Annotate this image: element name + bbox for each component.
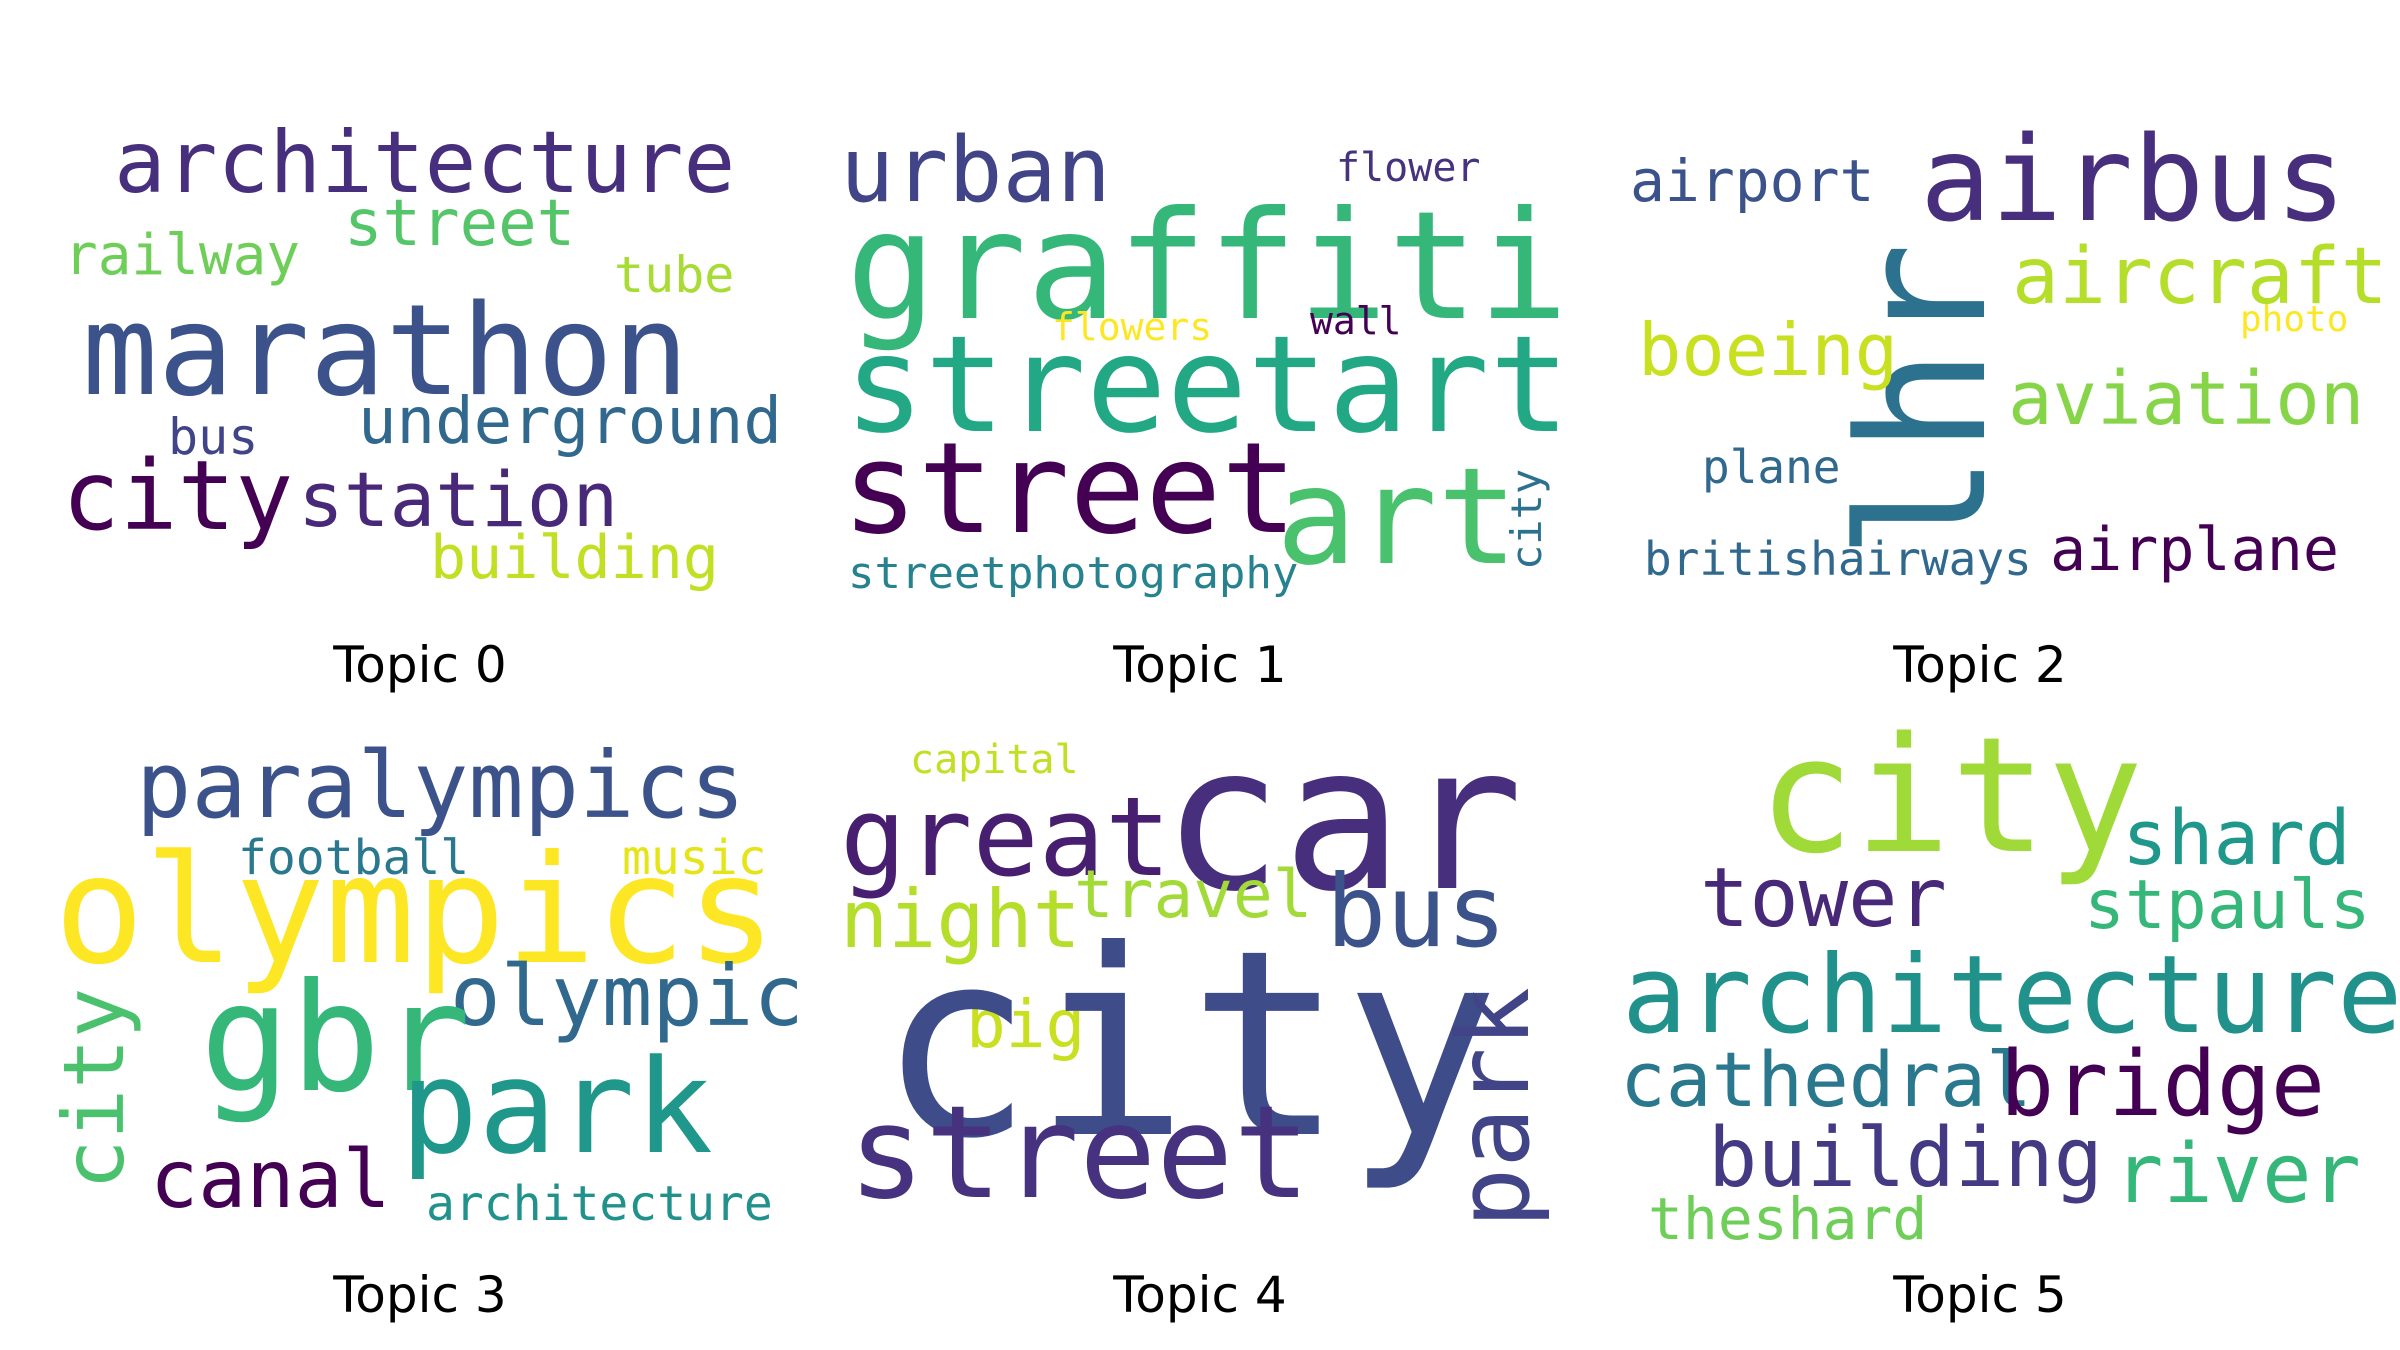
word-big: big bbox=[966, 986, 1086, 1063]
word-football: football bbox=[238, 830, 470, 886]
word-tower: tower bbox=[1700, 851, 1947, 946]
word-airplane: airplane bbox=[2050, 515, 2339, 585]
word-boeing: boeing bbox=[1638, 308, 1899, 392]
word-city: city bbox=[62, 440, 294, 552]
word-lhr-vertical: lhr bbox=[1821, 242, 2026, 560]
wordcloud-topic-4: capital car great night travel bus big c… bbox=[840, 720, 1560, 1250]
word-olympic: olympic bbox=[450, 947, 805, 1045]
word-river: river bbox=[2114, 1127, 2361, 1222]
word-railway: railway bbox=[64, 223, 301, 288]
word-tube: tube bbox=[614, 246, 735, 304]
word-art: art bbox=[1276, 439, 1519, 595]
word-airport: airport bbox=[1630, 147, 1875, 215]
word-street: street bbox=[848, 1079, 1311, 1228]
word-graffiti: graffiti bbox=[846, 180, 1569, 354]
word-photo: photo bbox=[2240, 299, 2349, 340]
word-aviation: aviation bbox=[2008, 356, 2365, 442]
topic-4-caption: Topic 4 bbox=[1113, 1266, 1287, 1324]
word-city: city bbox=[1758, 702, 2144, 889]
word-olympics: olympics bbox=[54, 824, 777, 998]
word-street: street bbox=[344, 187, 576, 261]
word-streetart: streetart bbox=[844, 307, 1571, 463]
word-streetphotography: streetphotography bbox=[848, 548, 1299, 599]
word-britishairways: britishairways bbox=[1644, 532, 2032, 586]
topic-0-caption: Topic 0 bbox=[333, 636, 507, 694]
word-building: building bbox=[430, 523, 719, 593]
topic-1-caption: Topic 1 bbox=[1113, 636, 1287, 694]
word-bridge: bridge bbox=[2000, 1032, 2326, 1137]
word-city-vertical: city bbox=[45, 987, 143, 1190]
word-aircraft: aircraft bbox=[2012, 232, 2388, 322]
word-paralympics: paralympics bbox=[136, 732, 746, 839]
wordcloud-topic-2: airport airbus lhr aircraft photo boeing… bbox=[1620, 100, 2388, 620]
word-park-vertical: park bbox=[1435, 987, 1552, 1228]
wordcloud-topic-3: paralympics football music olympics olym… bbox=[45, 730, 804, 1250]
word-station: station bbox=[298, 455, 619, 544]
word-park: park bbox=[400, 1031, 714, 1183]
word-building: building bbox=[1708, 1111, 2103, 1206]
word-marathon: marathon bbox=[82, 277, 689, 424]
word-capital: capital bbox=[910, 737, 1079, 783]
word-city: city bbox=[878, 895, 1500, 1195]
word-street-1: street bbox=[842, 415, 1298, 562]
topic-2-caption: Topic 2 bbox=[1893, 636, 2067, 694]
word-music: music bbox=[622, 830, 767, 886]
word-car: car bbox=[1162, 703, 1524, 936]
word-architecture: architecture bbox=[114, 113, 736, 213]
wordcloud-topic-1: urban flower graffiti flowers wall stree… bbox=[840, 100, 1570, 620]
wordcloud-topic-0: architecture street railway tube maratho… bbox=[60, 100, 782, 620]
word-wall: wall bbox=[1310, 299, 1402, 343]
word-urban: urban bbox=[840, 118, 1111, 223]
word-cathedral: cathedral bbox=[1620, 1035, 2032, 1124]
word-stpauls: stpauls bbox=[2084, 866, 2371, 945]
word-travel: travel bbox=[1074, 856, 1313, 933]
word-airbus: airbus bbox=[1920, 110, 2347, 248]
topic-3-caption: Topic 3 bbox=[333, 1266, 507, 1324]
word-shard: shard bbox=[2122, 793, 2351, 882]
word-bus: bus bbox=[1326, 853, 1507, 970]
wordcloud-topic-5: city shard tower stpauls architecture ca… bbox=[1620, 716, 2400, 1253]
topic-5-caption: Topic 5 bbox=[1893, 1266, 2067, 1324]
word-gbr: gbr bbox=[200, 952, 471, 1126]
word-plane: plane bbox=[1702, 440, 1841, 494]
word-great: great bbox=[840, 773, 1172, 901]
word-flower: flower bbox=[1336, 145, 1481, 191]
word-underground: underground bbox=[358, 385, 782, 459]
word-architecture-small: architecture bbox=[426, 1176, 773, 1232]
word-city-vertical: city bbox=[1502, 468, 1551, 570]
word-flowers: flowers bbox=[1052, 305, 1213, 349]
word-canal: canal bbox=[150, 1133, 391, 1226]
word-night: night bbox=[840, 873, 1081, 966]
word-theshard: theshard bbox=[1648, 1185, 1928, 1253]
word-architecture: architecture bbox=[1622, 933, 2400, 1058]
word-bus: bus bbox=[168, 408, 259, 466]
